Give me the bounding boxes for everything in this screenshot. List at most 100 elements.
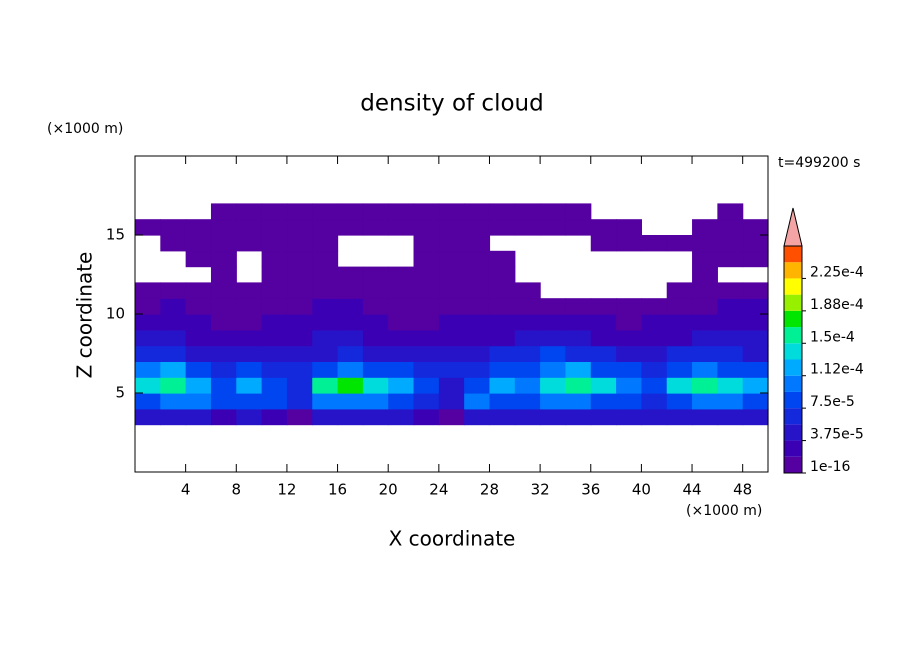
contour-cell xyxy=(540,219,567,236)
contour-cell xyxy=(717,377,744,394)
contour-cell xyxy=(337,393,364,410)
contour-cell xyxy=(717,203,744,220)
contour-cell xyxy=(590,377,617,394)
contour-cell xyxy=(261,203,288,220)
contour-cell xyxy=(641,408,668,426)
contour-cell xyxy=(362,298,389,315)
contour-cell xyxy=(413,329,440,347)
contour-cell xyxy=(160,298,187,315)
contour-cell xyxy=(717,314,744,331)
contour-cell xyxy=(742,282,769,299)
contour-cell xyxy=(337,345,364,362)
colorbar-label: 7.5e-5 xyxy=(810,394,855,410)
colorbar-label: 2.25e-4 xyxy=(810,264,864,280)
contour-cell xyxy=(742,361,769,378)
contour-cell xyxy=(666,235,693,252)
contour-cell xyxy=(388,377,415,394)
x-tick-label: 44 xyxy=(682,481,701,499)
contour-cell xyxy=(438,203,465,220)
contour-cell xyxy=(514,329,541,347)
contour-cell xyxy=(565,314,592,331)
contour-cell xyxy=(236,377,263,394)
contour-cell xyxy=(362,329,389,347)
contour-cell xyxy=(210,361,237,378)
contour-cell xyxy=(514,203,541,220)
contour-cell xyxy=(540,298,567,315)
contour-cell xyxy=(362,219,389,236)
contour-cell xyxy=(286,408,313,426)
contour-cell xyxy=(413,314,440,331)
contour-cell xyxy=(489,219,516,236)
contour-cell xyxy=(692,408,718,426)
contour-cell xyxy=(464,345,491,362)
contour-cell xyxy=(742,235,769,252)
contour-cell xyxy=(261,393,288,410)
contour-cell xyxy=(185,298,212,315)
colorbar-label: 1.12e-4 xyxy=(810,362,864,378)
contour-cell xyxy=(565,203,592,220)
contour-cell xyxy=(590,298,617,315)
contour-cell xyxy=(438,329,465,347)
y-tick-label: 15 xyxy=(106,226,125,244)
contour-cell xyxy=(742,314,769,331)
contour-cell xyxy=(717,235,744,252)
contour-cell xyxy=(692,361,718,378)
contour-cell xyxy=(413,408,440,426)
contour-cell xyxy=(135,408,161,426)
contour-cell xyxy=(616,219,642,236)
contour-cell xyxy=(489,408,516,426)
contour-cell xyxy=(565,408,592,426)
contour-cell xyxy=(286,282,313,299)
contour-cell xyxy=(388,361,415,378)
contour-cell xyxy=(641,345,668,362)
contour-cell xyxy=(540,203,567,220)
contour-cell xyxy=(210,377,237,394)
contour-cell xyxy=(489,393,516,410)
x-tick-label: 48 xyxy=(733,481,752,499)
contour-cell xyxy=(185,377,212,394)
contour-cell xyxy=(337,329,364,347)
contour-cell xyxy=(135,314,161,331)
contour-cell xyxy=(666,298,693,315)
x-tick-label: 16 xyxy=(328,481,347,499)
contour-cell xyxy=(489,250,516,268)
contour-cell xyxy=(312,408,339,426)
x-tick-label: 12 xyxy=(277,481,296,499)
contour-cell xyxy=(666,377,693,394)
y-tick-label: 5 xyxy=(115,384,125,402)
contour-cell xyxy=(489,203,516,220)
colorbar-band xyxy=(784,327,802,344)
contour-cell xyxy=(641,329,668,347)
contour-cell xyxy=(236,235,263,252)
contour-cell xyxy=(135,393,161,410)
contour-cell xyxy=(514,377,541,394)
contour-cell xyxy=(590,408,617,426)
colorbar-band xyxy=(784,343,802,360)
contour-cell xyxy=(438,393,465,410)
contour-cell xyxy=(286,361,313,378)
contour-cell xyxy=(464,393,491,410)
contour-cell xyxy=(666,329,693,347)
contour-cell xyxy=(641,298,668,315)
x-tick-label: 4 xyxy=(181,481,191,499)
colorbar-band xyxy=(784,375,802,392)
contour-cell xyxy=(337,282,364,299)
x-tick-label: 8 xyxy=(232,481,242,499)
contour-cell xyxy=(185,345,212,362)
contour-cell xyxy=(717,393,744,410)
colorbar-frame xyxy=(783,245,803,474)
contour-cell xyxy=(388,345,415,362)
colorbar-label: 3.75e-5 xyxy=(810,427,864,443)
contour-cell xyxy=(160,282,187,299)
contour-cell xyxy=(742,393,769,410)
y-axis-label: Z coordinate xyxy=(73,252,97,379)
contour-cell xyxy=(590,219,617,236)
contour-cell xyxy=(742,250,769,268)
contour-cell xyxy=(464,298,491,315)
contour-cell xyxy=(717,250,744,268)
contour-cell xyxy=(717,298,744,315)
contour-cell xyxy=(540,408,567,426)
contour-cell xyxy=(464,219,491,236)
contour-cell xyxy=(286,266,313,283)
